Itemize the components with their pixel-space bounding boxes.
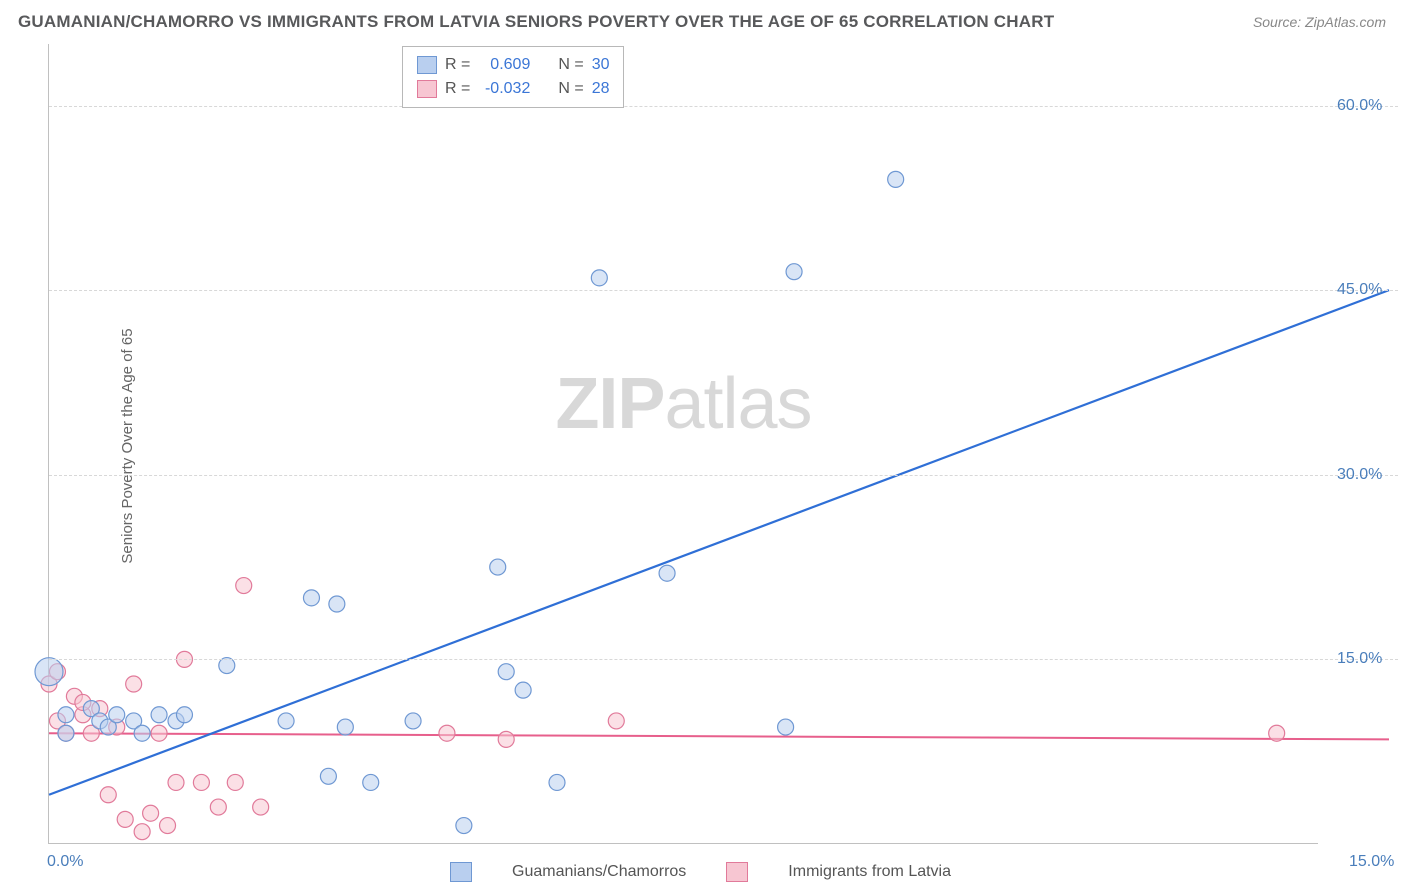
r-label: R = <box>445 53 470 77</box>
data-point <box>227 774 243 790</box>
stats-row-series-2: R = -0.032 N = 28 <box>417 77 609 101</box>
data-point <box>778 719 794 735</box>
n-value-series-1: 30 <box>592 53 610 77</box>
data-point <box>109 707 125 723</box>
data-point <box>151 707 167 723</box>
plot-area: ZIPatlas 15.0%30.0%45.0%60.0%0.0%15.0% <box>48 44 1318 844</box>
data-point <box>210 799 226 815</box>
legend-label-2: Immigrants from Latvia <box>788 863 951 881</box>
x-tick-label: 15.0% <box>1349 853 1394 871</box>
data-point <box>498 731 514 747</box>
grid-line <box>49 290 1398 291</box>
data-point <box>193 774 209 790</box>
data-point <box>439 725 455 741</box>
data-point <box>549 774 565 790</box>
bottom-legend: Guamanians/Chamorros Immigrants from Lat… <box>450 862 951 882</box>
data-point <box>329 596 345 612</box>
stats-legend-box: R = 0.609 N = 30 R = -0.032 N = 28 <box>402 46 624 108</box>
grid-line <box>49 475 1398 476</box>
legend-swatch-2 <box>726 862 748 882</box>
data-point <box>337 719 353 735</box>
data-point <box>303 590 319 606</box>
data-point <box>888 171 904 187</box>
data-point <box>363 774 379 790</box>
data-point <box>320 768 336 784</box>
stats-row-series-1: R = 0.609 N = 30 <box>417 53 609 77</box>
grid-line <box>49 106 1398 107</box>
data-point <box>126 676 142 692</box>
n-label: N = <box>558 77 583 101</box>
data-point <box>160 818 176 834</box>
data-point <box>591 270 607 286</box>
data-point <box>100 787 116 803</box>
data-point <box>134 725 150 741</box>
data-point <box>490 559 506 575</box>
data-point <box>405 713 421 729</box>
data-point <box>786 264 802 280</box>
x-tick-label: 0.0% <box>47 853 83 871</box>
data-point <box>236 578 252 594</box>
scatter-svg <box>49 44 1399 844</box>
data-point <box>35 658 63 686</box>
r-value-series-2: -0.032 <box>478 77 530 101</box>
r-value-series-1: 0.609 <box>478 53 530 77</box>
n-label: N = <box>558 53 583 77</box>
data-point <box>58 725 74 741</box>
data-point <box>134 824 150 840</box>
n-value-series-2: 28 <box>592 77 610 101</box>
data-point <box>498 664 514 680</box>
data-point <box>58 707 74 723</box>
data-point <box>1269 725 1285 741</box>
data-point <box>456 818 472 834</box>
source-attribution: Source: ZipAtlas.com <box>1253 14 1386 30</box>
data-point <box>278 713 294 729</box>
swatch-series-1 <box>417 56 437 74</box>
data-point <box>253 799 269 815</box>
grid-line <box>49 659 1398 660</box>
data-point <box>515 682 531 698</box>
data-point <box>151 725 167 741</box>
chart-title: GUAMANIAN/CHAMORRO VS IMMIGRANTS FROM LA… <box>18 12 1054 32</box>
r-label: R = <box>445 77 470 101</box>
data-point <box>117 811 133 827</box>
data-point <box>176 707 192 723</box>
trend-line <box>49 733 1389 739</box>
data-point <box>608 713 624 729</box>
legend-swatch-1 <box>450 862 472 882</box>
data-point <box>659 565 675 581</box>
data-point <box>143 805 159 821</box>
legend-label-1: Guamanians/Chamorros <box>512 863 686 881</box>
swatch-series-2 <box>417 80 437 98</box>
data-point <box>168 774 184 790</box>
trend-line <box>49 290 1389 795</box>
